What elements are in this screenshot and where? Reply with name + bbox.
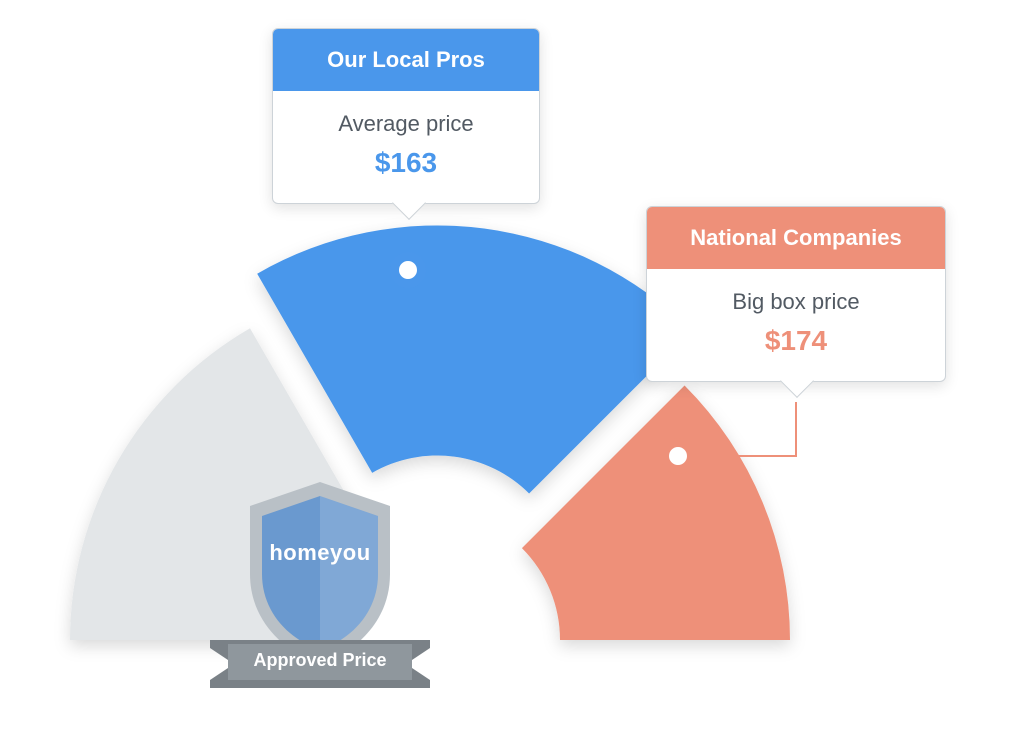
brand-suffix: you [330, 540, 371, 565]
callout-national-price: $174 [657, 325, 935, 357]
callout-national-companies: National Companies Big box price $174 [646, 206, 946, 382]
callout-national-title: National Companies [647, 207, 945, 269]
callout-local-subtitle: Average price [283, 111, 529, 137]
callout-local-price: $163 [283, 147, 529, 179]
ribbon-label: Approved Price [210, 650, 430, 671]
badge-brand-text: homeyou [240, 540, 400, 566]
callout-local-title: Our Local Pros [273, 29, 539, 91]
price-comparison-infographic: Our Local Pros Average price $163 Nation… [0, 0, 1024, 738]
callout-national-subtitle: Big box price [657, 289, 935, 315]
ribbon-icon: Approved Price [210, 640, 430, 688]
approved-price-badge: homeyou Approved Price [205, 478, 435, 708]
marker-national-icon [660, 438, 696, 474]
callout-local-pros: Our Local Pros Average price $163 [272, 28, 540, 204]
brand-prefix: home [269, 540, 330, 565]
marker-local-icon [390, 252, 426, 288]
